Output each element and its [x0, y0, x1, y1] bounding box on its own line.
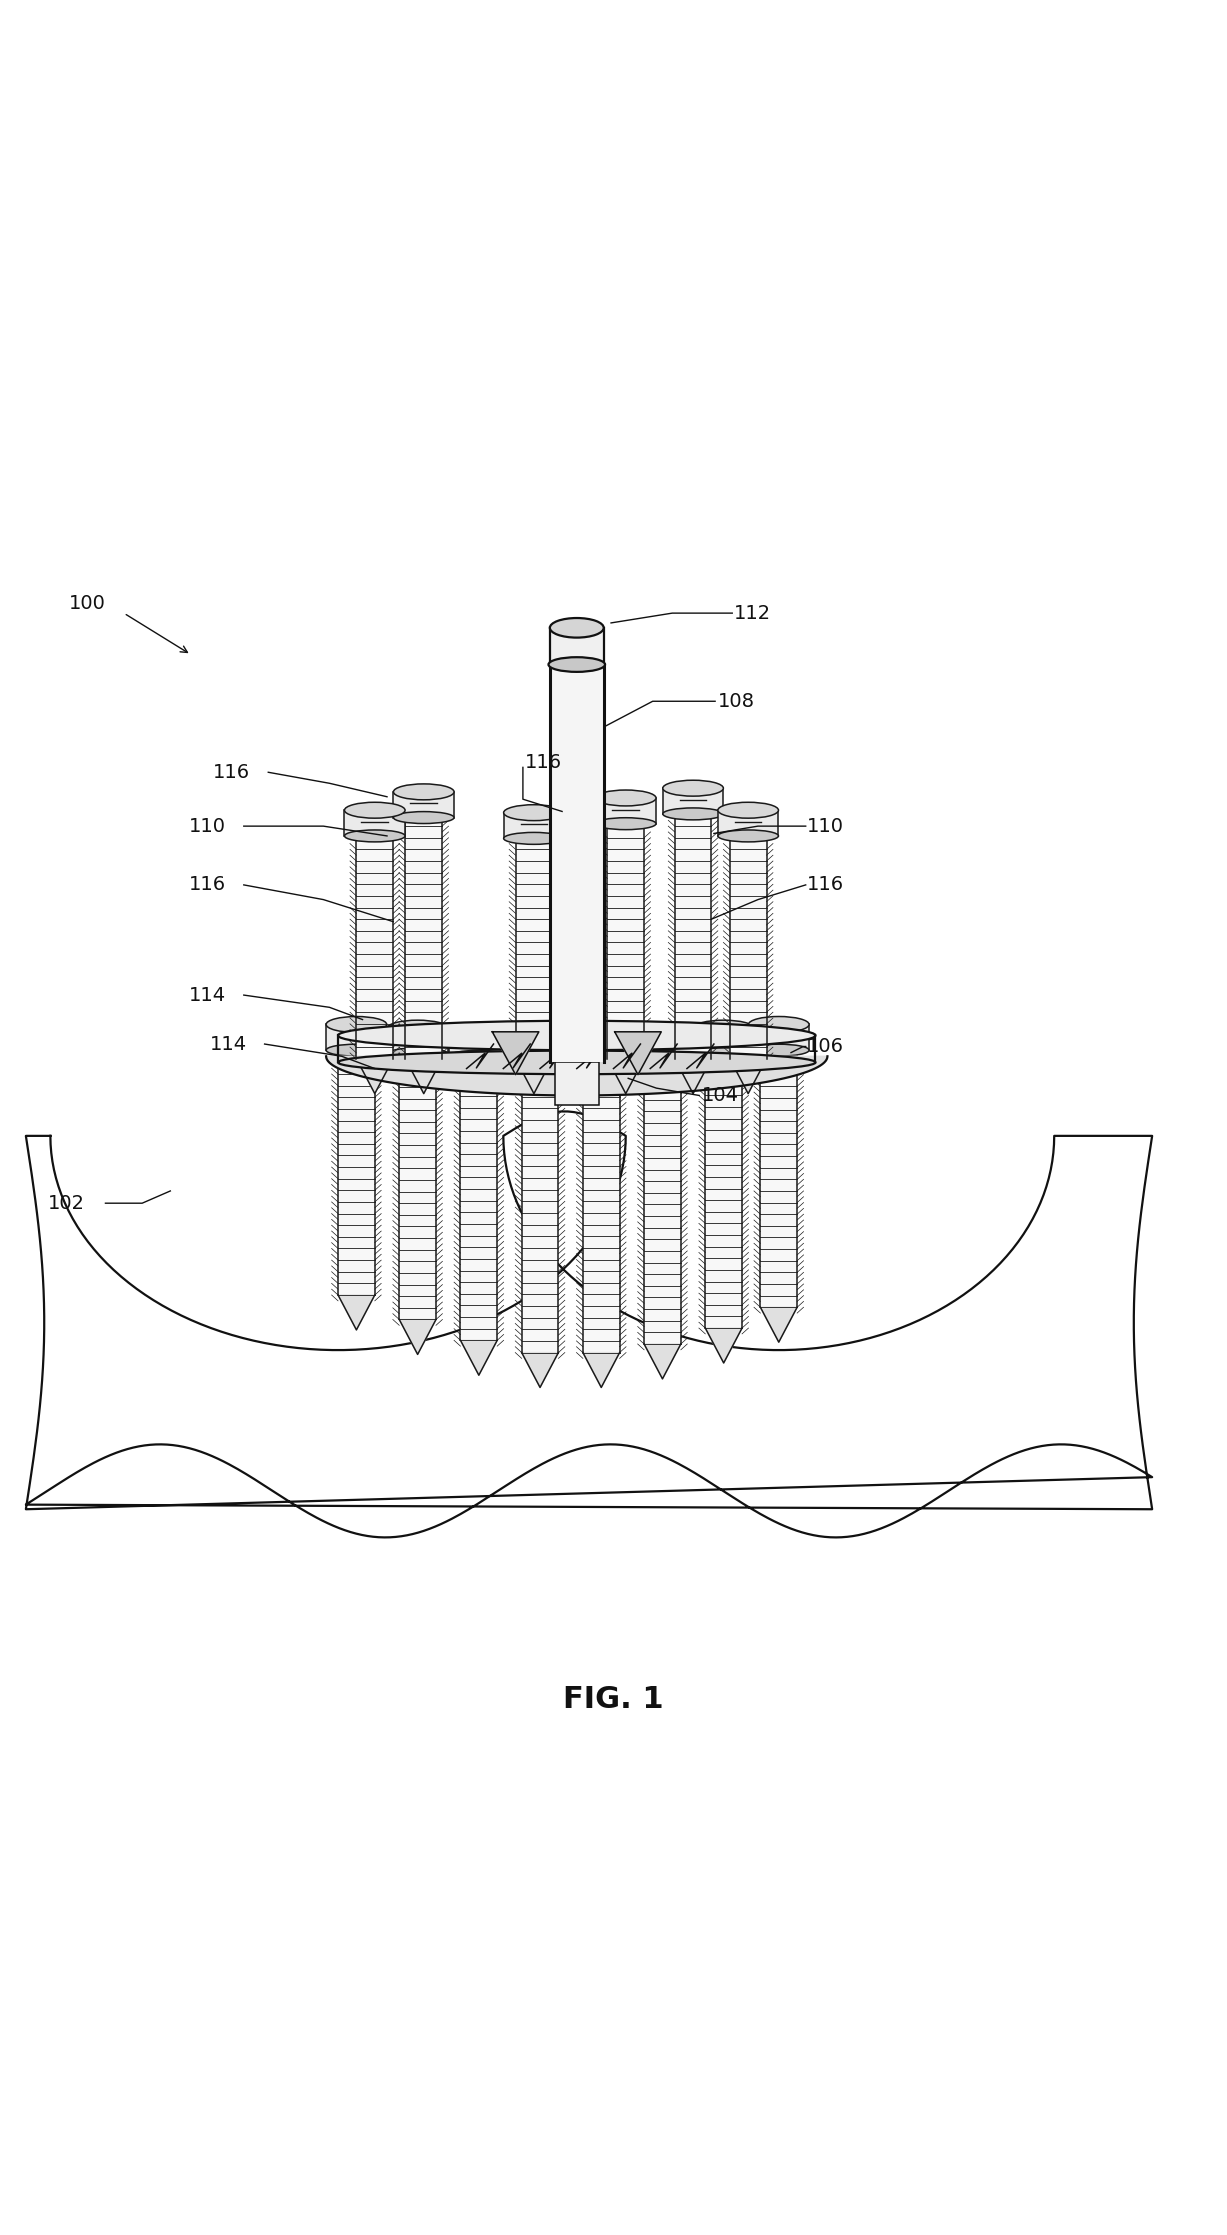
- Bar: [675, 814, 712, 1059]
- Text: 100: 100: [69, 595, 106, 612]
- Polygon shape: [492, 1033, 539, 1075]
- Bar: [405, 818, 442, 1059]
- Bar: [326, 1024, 387, 1050]
- Ellipse shape: [595, 818, 656, 829]
- Ellipse shape: [748, 1044, 809, 1057]
- Bar: [503, 814, 564, 838]
- Ellipse shape: [693, 1019, 753, 1037]
- Polygon shape: [399, 1319, 436, 1354]
- Bar: [345, 811, 405, 836]
- Bar: [730, 836, 767, 1059]
- Polygon shape: [405, 1059, 442, 1093]
- Text: 104: 104: [702, 1086, 739, 1104]
- Polygon shape: [644, 1343, 681, 1379]
- Ellipse shape: [345, 802, 405, 818]
- Bar: [718, 811, 778, 836]
- Ellipse shape: [632, 1050, 693, 1062]
- Ellipse shape: [693, 1048, 753, 1059]
- Bar: [607, 825, 644, 1059]
- Polygon shape: [706, 1328, 742, 1363]
- Text: 114: 114: [189, 986, 226, 1004]
- Bar: [761, 1050, 798, 1307]
- Text: 110: 110: [189, 816, 226, 836]
- Text: 108: 108: [718, 693, 755, 711]
- Polygon shape: [460, 1341, 497, 1375]
- Ellipse shape: [394, 784, 454, 800]
- Ellipse shape: [718, 829, 778, 843]
- Polygon shape: [730, 1059, 767, 1093]
- Text: 116: 116: [189, 876, 226, 894]
- Polygon shape: [356, 1059, 393, 1093]
- Text: 116: 116: [807, 876, 844, 894]
- Bar: [521, 1059, 558, 1352]
- Polygon shape: [761, 1307, 798, 1343]
- Ellipse shape: [548, 657, 605, 673]
- Polygon shape: [615, 1033, 661, 1075]
- Text: 116: 116: [525, 753, 562, 771]
- Ellipse shape: [550, 619, 604, 637]
- Bar: [550, 664, 604, 1062]
- Bar: [595, 798, 656, 825]
- Ellipse shape: [326, 1017, 387, 1033]
- Bar: [663, 789, 724, 814]
- Polygon shape: [26, 1111, 1152, 1538]
- Polygon shape: [339, 1294, 374, 1330]
- Polygon shape: [515, 1059, 552, 1093]
- Ellipse shape: [503, 831, 564, 845]
- Polygon shape: [675, 1059, 712, 1093]
- Text: 106: 106: [807, 1037, 844, 1055]
- Text: FIG. 1: FIG. 1: [563, 1685, 664, 1714]
- Bar: [748, 1024, 809, 1050]
- Ellipse shape: [339, 1050, 816, 1075]
- Text: 102: 102: [48, 1193, 85, 1214]
- Ellipse shape: [339, 1021, 816, 1050]
- Ellipse shape: [388, 1048, 448, 1059]
- Text: 116: 116: [213, 762, 250, 782]
- Bar: [555, 1062, 599, 1106]
- Bar: [394, 791, 454, 818]
- Ellipse shape: [326, 1044, 387, 1057]
- Ellipse shape: [595, 789, 656, 807]
- Bar: [693, 1028, 753, 1055]
- Ellipse shape: [663, 807, 724, 820]
- Ellipse shape: [509, 1053, 571, 1064]
- Ellipse shape: [748, 1017, 809, 1033]
- Bar: [388, 1028, 448, 1055]
- Polygon shape: [326, 1057, 827, 1095]
- Ellipse shape: [509, 1026, 571, 1042]
- Bar: [339, 1050, 374, 1294]
- Bar: [571, 1033, 632, 1059]
- Ellipse shape: [503, 805, 564, 820]
- Ellipse shape: [388, 1019, 448, 1037]
- Ellipse shape: [394, 811, 454, 822]
- Ellipse shape: [718, 802, 778, 818]
- Bar: [399, 1055, 436, 1319]
- Ellipse shape: [449, 1024, 509, 1039]
- Bar: [515, 838, 552, 1059]
- Polygon shape: [521, 1352, 558, 1388]
- Ellipse shape: [571, 1053, 632, 1064]
- Text: 112: 112: [734, 603, 771, 624]
- Polygon shape: [607, 1059, 644, 1093]
- Bar: [583, 1059, 620, 1352]
- Bar: [550, 628, 604, 664]
- Bar: [644, 1057, 681, 1343]
- Ellipse shape: [632, 1024, 693, 1039]
- Polygon shape: [583, 1352, 620, 1388]
- Ellipse shape: [571, 1026, 632, 1042]
- Ellipse shape: [663, 780, 724, 796]
- Bar: [449, 1030, 509, 1057]
- Bar: [632, 1030, 693, 1057]
- Bar: [356, 836, 393, 1059]
- Text: 114: 114: [210, 1035, 247, 1053]
- Ellipse shape: [345, 829, 405, 843]
- Bar: [706, 1055, 742, 1328]
- Ellipse shape: [449, 1050, 509, 1062]
- Bar: [460, 1057, 497, 1341]
- Bar: [509, 1033, 571, 1059]
- Text: 110: 110: [807, 816, 844, 836]
